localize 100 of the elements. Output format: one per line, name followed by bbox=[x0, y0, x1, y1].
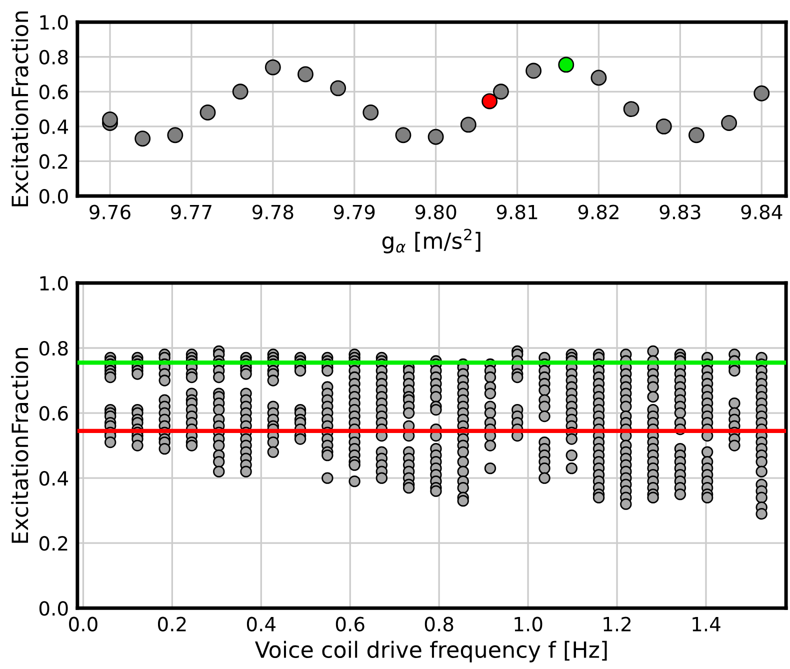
point bbox=[647, 381, 659, 393]
point bbox=[538, 384, 550, 396]
x-tick-label: 0.0 bbox=[69, 616, 98, 632]
point bbox=[395, 127, 412, 144]
x-tick-label: 9.84 bbox=[741, 204, 782, 220]
y-tick-label: 0.0 bbox=[39, 601, 68, 616]
point bbox=[674, 488, 686, 500]
point bbox=[538, 410, 550, 422]
point bbox=[754, 85, 770, 102]
point bbox=[213, 466, 225, 478]
x-tick-label: 9.78 bbox=[252, 204, 294, 220]
y-tick-label: 0.2 bbox=[39, 536, 68, 551]
x-tick-label: 9.79 bbox=[334, 204, 375, 220]
point bbox=[538, 400, 550, 412]
point bbox=[566, 449, 578, 462]
point bbox=[647, 492, 659, 504]
point bbox=[330, 80, 346, 96]
point bbox=[728, 440, 740, 452]
y-tick-label: 0.4 bbox=[39, 119, 68, 134]
point bbox=[430, 404, 442, 416]
point bbox=[158, 374, 170, 386]
x-tick-label: 9.83 bbox=[660, 204, 700, 220]
point bbox=[457, 456, 469, 468]
point bbox=[701, 492, 714, 504]
point bbox=[428, 128, 444, 145]
point bbox=[566, 433, 578, 445]
point bbox=[240, 466, 252, 478]
y-tick-label: 0.4 bbox=[39, 471, 68, 486]
point bbox=[200, 104, 216, 121]
y-axis-title: ExcitationFraction bbox=[11, 348, 28, 543]
point bbox=[298, 66, 314, 82]
x-tick-label: 1.4 bbox=[692, 617, 720, 632]
point bbox=[558, 56, 574, 73]
point bbox=[728, 397, 740, 410]
point bbox=[132, 368, 144, 380]
x-axis-title: Voice coil drive frequency f [Hz] bbox=[254, 640, 607, 662]
point bbox=[701, 446, 714, 458]
point bbox=[492, 84, 509, 100]
point bbox=[267, 436, 279, 448]
point bbox=[213, 456, 225, 468]
point bbox=[376, 472, 388, 484]
point bbox=[213, 404, 225, 416]
point bbox=[484, 371, 496, 384]
point bbox=[102, 112, 118, 128]
point bbox=[538, 462, 550, 474]
point bbox=[484, 407, 496, 419]
point bbox=[688, 127, 704, 144]
point bbox=[240, 368, 252, 380]
point bbox=[484, 462, 496, 474]
x-tick-label: 9.80 bbox=[415, 204, 456, 220]
point bbox=[512, 371, 524, 384]
point bbox=[756, 492, 768, 504]
point bbox=[213, 371, 225, 384]
point bbox=[348, 459, 360, 471]
y-tick-label: 0.0 bbox=[39, 188, 68, 204]
point bbox=[590, 70, 607, 86]
point bbox=[460, 116, 476, 133]
point bbox=[158, 442, 170, 455]
point bbox=[482, 93, 498, 110]
point bbox=[674, 407, 686, 419]
x-tick-label: 9.82 bbox=[578, 204, 618, 220]
point bbox=[322, 449, 334, 462]
y-tick-label: 0.8 bbox=[39, 340, 68, 356]
point bbox=[294, 364, 306, 377]
point bbox=[267, 374, 279, 386]
point bbox=[756, 466, 768, 478]
point bbox=[656, 118, 672, 134]
y-tick-label: 0.6 bbox=[39, 406, 68, 421]
point bbox=[620, 400, 632, 412]
point bbox=[104, 436, 116, 448]
x-tick-label: 0.2 bbox=[158, 616, 186, 632]
x-axis-title: g$_{α}$ [m/s$^{2}$] bbox=[382, 228, 480, 254]
point bbox=[623, 101, 640, 118]
point bbox=[104, 371, 116, 384]
point bbox=[457, 466, 469, 478]
y-tick-label: 1.0 bbox=[40, 15, 68, 30]
point bbox=[566, 462, 578, 474]
point bbox=[457, 482, 469, 494]
y-tick-label: 1.0 bbox=[40, 276, 68, 291]
x-tick-label: 9.81 bbox=[496, 204, 538, 220]
point bbox=[592, 492, 605, 504]
point bbox=[322, 364, 334, 377]
point bbox=[721, 114, 738, 131]
point bbox=[294, 433, 306, 445]
point bbox=[134, 130, 151, 147]
point bbox=[457, 494, 469, 507]
x-tick-label: 9.76 bbox=[90, 204, 130, 220]
y-tick-label: 0.8 bbox=[39, 50, 68, 65]
point bbox=[647, 345, 659, 358]
point bbox=[267, 446, 279, 458]
point bbox=[620, 498, 632, 510]
point bbox=[167, 127, 184, 144]
point bbox=[348, 475, 360, 488]
x-tick-label: 0.8 bbox=[424, 616, 454, 632]
point bbox=[402, 407, 415, 419]
point bbox=[484, 388, 496, 400]
x-tick-label: 0.6 bbox=[336, 616, 364, 632]
point bbox=[430, 390, 442, 403]
point bbox=[402, 482, 415, 494]
point bbox=[430, 485, 442, 497]
